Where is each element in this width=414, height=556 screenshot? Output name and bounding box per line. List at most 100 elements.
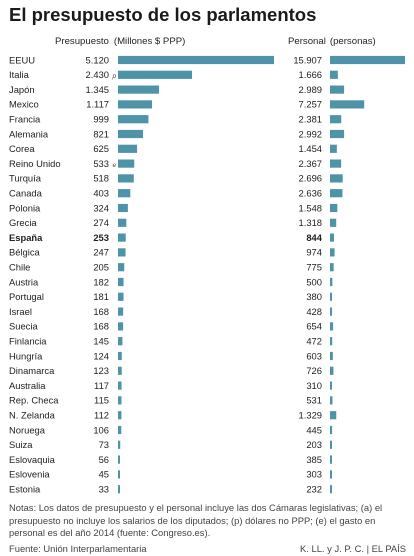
presupuesto-value-label: 821: [93, 128, 109, 139]
category-label: Japón: [9, 84, 35, 95]
category-label: Suecia: [9, 321, 38, 332]
presupuesto-value-label: 73: [99, 439, 109, 450]
presupuesto-value-label: 403: [93, 188, 109, 199]
presupuesto-bar: [118, 455, 120, 464]
personal-value-label: 844: [306, 232, 322, 243]
category-label: Chile: [9, 262, 30, 273]
presupuesto-header-unit: (Millones $ PPP): [114, 36, 185, 47]
presupuesto-value-label: 274: [93, 217, 109, 228]
personal-value-label: 203: [306, 439, 322, 450]
personal-bar: [330, 351, 333, 361]
presupuesto-value-label: 324: [93, 202, 109, 213]
presupuesto-value-label: 56: [99, 454, 109, 465]
category-label: Corea: [9, 143, 35, 154]
presupuesto-bar: [118, 366, 122, 375]
category-label: Francia: [9, 114, 41, 125]
presupuesto-bar: [118, 233, 126, 242]
presupuesto-value-label: 2.430: [86, 69, 109, 80]
presupuesto-value-label: 5.120: [86, 54, 109, 65]
category-label: Reino Unido: [9, 158, 61, 169]
presupuesto-bar: [118, 292, 124, 301]
personal-bar: [330, 85, 345, 94]
presupuesto-bar: [118, 425, 122, 435]
presupuesto-bar: [118, 70, 193, 79]
personal-bar: [330, 248, 335, 257]
chart-credit: K. LL. y J. P. C. | EL PAÍS: [300, 543, 406, 554]
personal-value-label: 531: [306, 395, 322, 406]
personal-value-label: 428: [306, 306, 322, 317]
presupuesto-value-label: 112: [94, 410, 109, 421]
category-label: EEUU: [9, 54, 35, 65]
personal-bar: [330, 322, 334, 331]
personal-bar: [330, 144, 337, 153]
category-label: Hungría: [9, 350, 43, 361]
presupuesto-value-label: 33: [99, 484, 109, 495]
personal-bar: [330, 411, 337, 420]
personal-bar: [330, 189, 343, 198]
presupuesto-value-label: 999: [93, 114, 109, 125]
personal-header-unit: (personas): [330, 36, 376, 47]
personal-value-label: 380: [306, 291, 322, 302]
presupuesto-bar: [118, 277, 124, 287]
personal-header: Personal (personas): [288, 36, 376, 47]
category-label: Finlancia: [9, 336, 47, 347]
personal-bar: [330, 425, 333, 435]
personal-bar: [330, 203, 338, 213]
presupuesto-value-label: 182: [93, 276, 109, 287]
personal-bar: [330, 440, 332, 449]
category-label: Turquía: [9, 173, 42, 184]
presupuesto-note-marker: p: [112, 73, 117, 80]
personal-bar: [330, 381, 332, 390]
category-label: Portugal: [9, 291, 44, 302]
category-label: Eslovenia: [9, 469, 50, 480]
category-label: N. Zelanda: [9, 410, 56, 421]
chart-title: El presupuesto de los parlamentos: [9, 4, 317, 25]
category-label: Mexico: [9, 99, 39, 110]
category-label: Israel: [9, 306, 32, 317]
personal-value-label: 1.666: [299, 69, 322, 80]
presupuesto-bar: [118, 440, 121, 449]
personal-bar: [330, 307, 333, 316]
presupuesto-bar: [118, 485, 120, 494]
personal-value-label: 1.329: [299, 410, 322, 421]
personal-value-label: 1.318: [299, 217, 322, 228]
presupuesto-value-label: 115: [94, 395, 109, 406]
personal-value-label: 1.454: [299, 143, 322, 154]
personal-value-label: 15.907: [293, 54, 322, 65]
personal-bar: [330, 396, 333, 405]
personal-bar: [330, 174, 343, 183]
category-label: Austria: [9, 276, 39, 287]
presupuesto-bar: [118, 307, 124, 316]
presupuesto-bar: [118, 144, 138, 153]
personal-bar: [330, 366, 334, 375]
presupuesto-bar: [118, 218, 127, 227]
presupuesto-bar: [118, 263, 125, 272]
category-label: Australia: [9, 380, 46, 391]
presupuesto-value-label: 625: [93, 143, 109, 154]
personal-bar: [330, 263, 334, 272]
presupuesto-value-label: 181: [93, 291, 109, 302]
chart-notes: Notas: Los datos de presupuesto y el per…: [9, 502, 383, 538]
personal-value-label: 2.989: [299, 84, 322, 95]
personal-value-label: 445: [306, 424, 322, 435]
presupuesto-header: Presupuesto (Millones $ PPP): [55, 36, 185, 47]
personal-bar: [330, 292, 332, 301]
category-label: Estonia: [9, 484, 41, 495]
presupuesto-value-label: 1.117: [86, 99, 109, 110]
presupuesto-bar: [118, 203, 128, 213]
bar-chart: Presupuesto (Millones $ PPP) Personal (per…: [9, 36, 405, 500]
category-label: Noruega: [9, 424, 46, 435]
presupuesto-header-name: Presupuesto: [55, 36, 109, 47]
presupuesto-note-marker: e: [113, 162, 117, 169]
presupuesto-bar: [118, 470, 120, 479]
personal-value-label: 310: [306, 380, 322, 391]
presupuesto-value-label: 124: [93, 350, 109, 361]
personal-value-label: 726: [306, 365, 322, 376]
personal-value-label: 2.381: [299, 114, 322, 125]
personal-value-label: 603: [306, 350, 322, 361]
personal-bar: [330, 115, 342, 124]
presupuesto-bar: [118, 189, 131, 198]
personal-value-label: 974: [306, 247, 322, 258]
personal-value-label: 7.257: [299, 99, 322, 110]
presupuesto-bar: [118, 337, 123, 346]
